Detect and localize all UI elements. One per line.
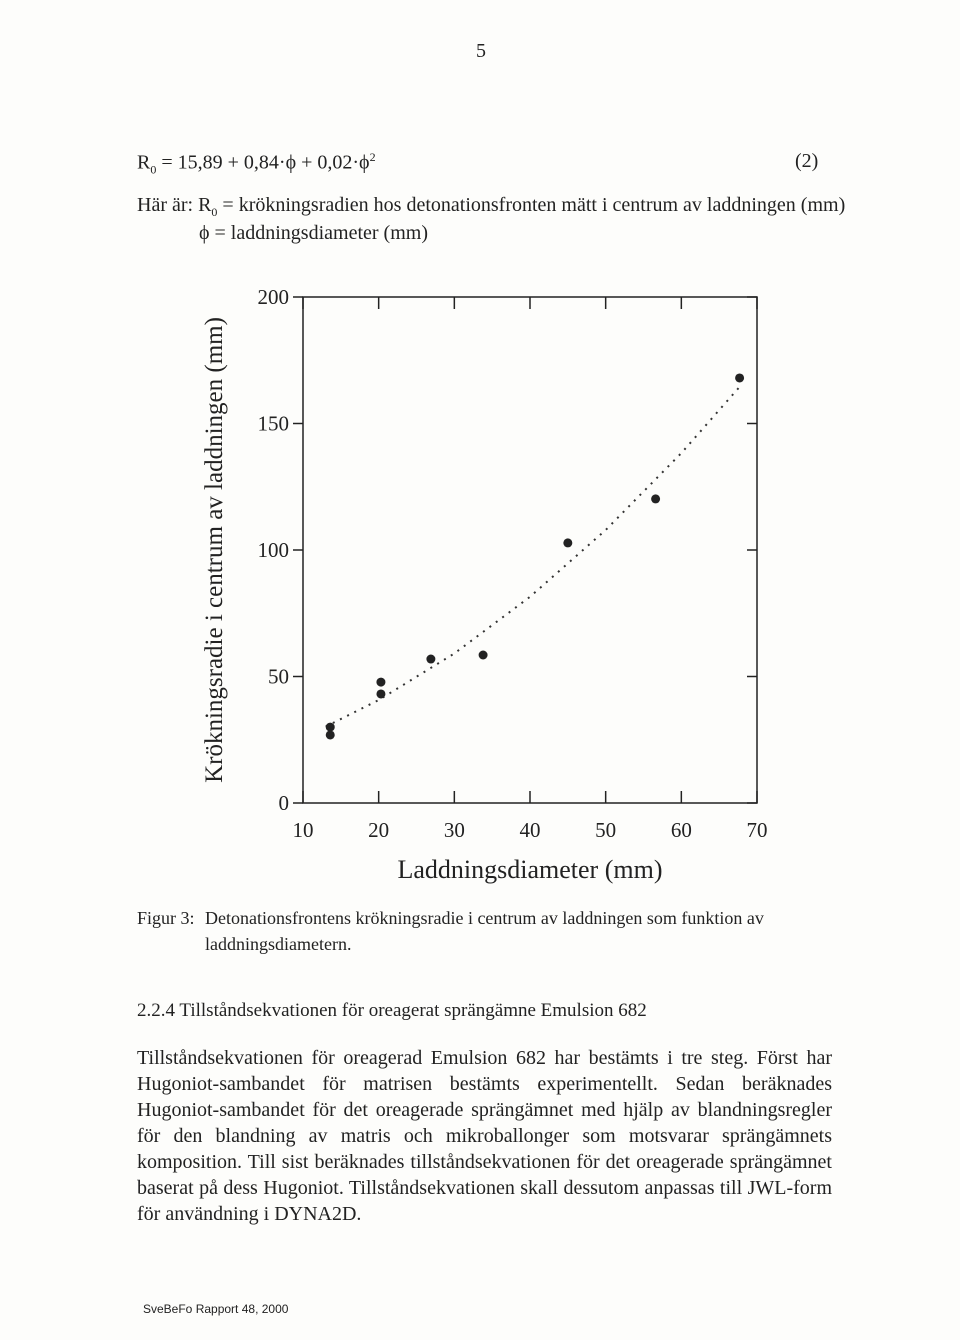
y-tick-label: 0: [279, 791, 290, 815]
data-point: [478, 650, 488, 660]
x-tick-label: 30: [444, 818, 465, 842]
equation-rhs: = 15,89 + 0,84·ϕ + 0,02·ϕ: [156, 151, 370, 174]
y-tick-label: 100: [258, 538, 290, 562]
fit-curve: [325, 383, 743, 728]
section-heading: 2.2.4 Tillståndsekvationen för oreagerat…: [137, 1000, 647, 1021]
data-point: [376, 677, 386, 687]
y-tick-label: 50: [268, 665, 289, 689]
data-point: [426, 654, 436, 664]
page-number: 5: [476, 40, 486, 62]
caption-label: Figur 3:: [137, 908, 195, 928]
equation-superscript: 2: [369, 150, 376, 164]
equation-subscript: 0: [150, 162, 157, 177]
paragraph: Tillståndsekvationen för oreagerad Emuls…: [137, 1047, 832, 1225]
x-tick-label: 50: [595, 818, 616, 842]
data-point: [325, 722, 335, 732]
data-point: [563, 538, 573, 548]
plot-frame: [302, 296, 758, 804]
caption-text: Detonationsfrontens krökningsradie i cen…: [205, 908, 764, 954]
x-tick-label: 60: [671, 818, 692, 842]
caption: Figur 3: Detonationsfrontens krökningsra…: [137, 905, 837, 957]
definition-text: = krökningsradien hos detonationsfronten…: [217, 194, 846, 216]
x-tick-label: 70: [747, 818, 768, 842]
data-point: [651, 494, 661, 504]
data-point: [325, 730, 335, 740]
y-tick-label: 150: [258, 412, 290, 436]
chart: Laddningsdiameter (mm) Krökningsradie i …: [201, 285, 768, 884]
y-axis-label: Krökningsradie i centrum av laddningen (…: [201, 317, 228, 783]
x-tick-label: 40: [520, 818, 541, 842]
x-axis-label: Laddningsdiameter (mm): [398, 855, 663, 884]
definition-intro: Här är: R: [137, 194, 212, 216]
data-point: [735, 373, 745, 383]
equation-symbol: R: [137, 151, 151, 174]
x-tick-label: 10: [293, 818, 314, 842]
data-point: [376, 689, 386, 699]
equation-number: (2): [795, 150, 819, 172]
y-tick-label: 200: [258, 285, 290, 309]
definition: ϕ = laddningsdiameter (mm): [199, 222, 428, 244]
definition-subscript: 0: [211, 205, 218, 219]
equation: R0 = 15,89 + 0,84·ϕ + 0,02·ϕ2: [137, 150, 376, 178]
definition: Här är: R0 = krökningsradien hos detonat…: [137, 194, 845, 220]
x-tick-label: 20: [368, 818, 389, 842]
footer: SveBeFo Rapport 48, 2000: [143, 1302, 289, 1316]
